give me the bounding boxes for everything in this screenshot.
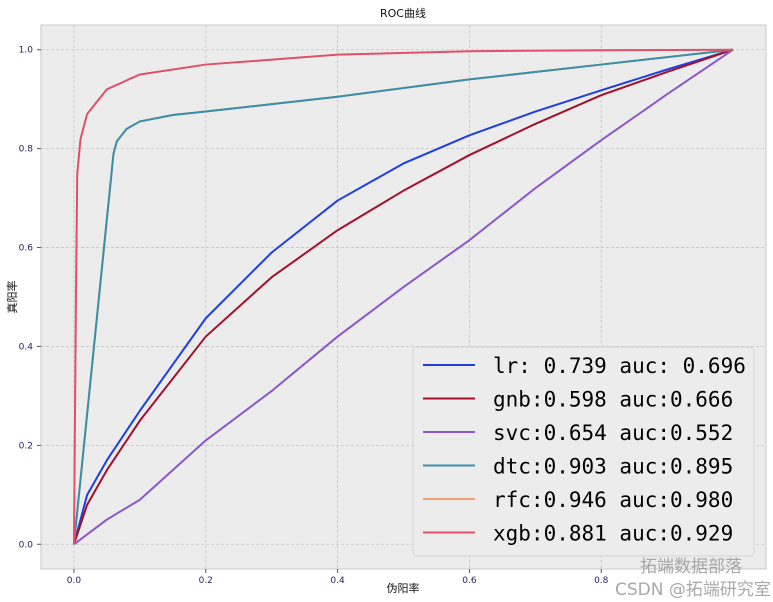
y-tick-label: 0.8 bbox=[19, 145, 34, 155]
watermark-line1: 拓端数据部落 bbox=[640, 557, 742, 577]
series-line-svc bbox=[73, 48, 734, 546]
y-tick-label: 0.2 bbox=[19, 441, 33, 451]
legend-entry: dtc:0.903 auc:0.895 bbox=[493, 455, 733, 479]
legend-entry: svc:0.654 auc:0.552 bbox=[493, 421, 733, 445]
x-tick-label: 0.6 bbox=[462, 576, 477, 586]
series-line-gnb bbox=[73, 48, 734, 545]
legend-entry: gnb:0.598 auc:0.666 bbox=[493, 388, 733, 412]
chart-title: ROC曲线 bbox=[380, 6, 426, 20]
legend-box bbox=[412, 346, 755, 557]
legend: lr: 0.739 auc: 0.696 gnb:0.598 auc:0.666 s… bbox=[412, 346, 755, 557]
y-tick-label: 1.0 bbox=[19, 46, 34, 56]
series-line-xgb bbox=[72, 48, 734, 545]
legend-entry: xgb:0.881 auc:0.929 bbox=[493, 522, 733, 546]
x-axis-label: 伪阳率 bbox=[387, 581, 420, 595]
series-lines bbox=[72, 48, 734, 546]
grid bbox=[41, 25, 766, 569]
x-tick-label: 0.2 bbox=[199, 576, 213, 586]
series-line-lr bbox=[72, 48, 734, 545]
x-tick-label: 0.0 bbox=[67, 576, 82, 586]
y-tick-label: 0.0 bbox=[19, 540, 34, 550]
y-tick-label: 0.6 bbox=[19, 244, 34, 254]
ticks: 0.0 0.2 0.4 0.6 0.8 0.0 0.2 0.4 0.6 0.8 1.0 bbox=[19, 46, 609, 586]
y-axis-label: 真阳率 bbox=[5, 281, 19, 314]
legend-entry: lr: 0.739 auc: 0.696 bbox=[493, 354, 746, 378]
x-tick-label: 0.4 bbox=[330, 576, 345, 586]
watermark-line2: CSDN @拓端研究室 bbox=[615, 580, 771, 600]
legend-entry: rfc:0.946 auc:0.980 bbox=[493, 488, 733, 512]
y-tick-label: 0.4 bbox=[19, 342, 34, 352]
series-line-dtc bbox=[72, 48, 734, 545]
x-tick-label: 0.8 bbox=[594, 576, 609, 586]
